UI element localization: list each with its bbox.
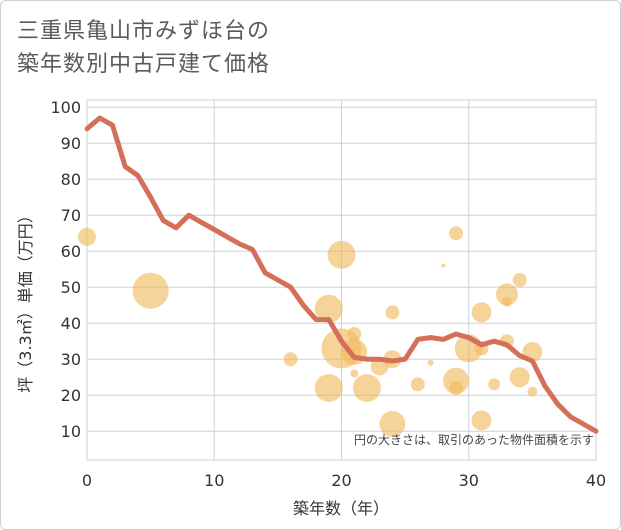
bubble-point bbox=[471, 410, 492, 431]
y-tick-label: 50 bbox=[61, 278, 81, 297]
y-tick-label: 100 bbox=[50, 98, 81, 117]
x-tick-label: 10 bbox=[204, 471, 224, 490]
y-tick-label: 70 bbox=[61, 206, 81, 225]
bubble-series bbox=[78, 226, 543, 437]
bubble-point bbox=[314, 374, 343, 402]
bubble-point bbox=[283, 352, 298, 367]
bubble-point bbox=[512, 273, 527, 287]
bubble-point bbox=[527, 386, 538, 397]
bubble-point bbox=[385, 305, 400, 320]
grid bbox=[86, 99, 597, 461]
y-tick-label: 40 bbox=[61, 314, 81, 333]
bubble-point bbox=[449, 381, 464, 395]
bubble-point bbox=[327, 240, 356, 269]
x-tick-label: 40 bbox=[586, 471, 606, 490]
x-tick-label: 0 bbox=[82, 471, 92, 490]
chart-title-line1: 三重県亀山市みずほ台の bbox=[17, 19, 271, 44]
y-tick-label: 60 bbox=[61, 242, 81, 261]
y-tick-label: 20 bbox=[61, 386, 81, 405]
y-tick-label: 90 bbox=[61, 134, 81, 153]
x-tick-label: 30 bbox=[459, 471, 479, 490]
bubble-point bbox=[132, 272, 169, 309]
y-axis-label: 坪（3.3㎡）単価（万円） bbox=[16, 207, 35, 392]
y-tick-label: 10 bbox=[61, 422, 81, 441]
bubble-point bbox=[314, 294, 343, 323]
bubble-point bbox=[347, 327, 362, 341]
bubble-size-note: 円の大きさは、取引のあった物件面積を示す bbox=[354, 432, 594, 447]
bubble-point bbox=[441, 263, 446, 268]
bubble-point bbox=[410, 377, 425, 392]
bubble-point bbox=[509, 367, 530, 388]
chart-title: 三重県亀山市みずほ台の 築年数別中古戸建て価格 bbox=[17, 15, 577, 81]
bubble-point bbox=[471, 302, 492, 323]
x-tick-label: 20 bbox=[331, 471, 351, 490]
y-tick-label: 30 bbox=[61, 350, 81, 369]
bubble-point bbox=[501, 296, 512, 307]
bubble-point bbox=[495, 283, 518, 306]
bubble-point bbox=[427, 359, 434, 366]
x-axis-label: 築年数（年） bbox=[293, 499, 389, 518]
bubble-point bbox=[488, 378, 501, 391]
bubble-point bbox=[350, 369, 359, 378]
bubble-point bbox=[78, 227, 96, 246]
bubble-point bbox=[449, 226, 464, 241]
chart-title-line2: 築年数別中古戸建て価格 bbox=[17, 52, 271, 77]
bubble-point bbox=[379, 411, 406, 437]
tick-labels: 0 10 20 30 40 10 20 30 40 50 60 70 80 90 100 bbox=[50, 98, 606, 490]
average-price-line bbox=[84, 115, 599, 434]
bubble-point bbox=[352, 374, 381, 402]
average-line-series bbox=[84, 115, 599, 434]
y-tick-label: 80 bbox=[61, 170, 81, 189]
